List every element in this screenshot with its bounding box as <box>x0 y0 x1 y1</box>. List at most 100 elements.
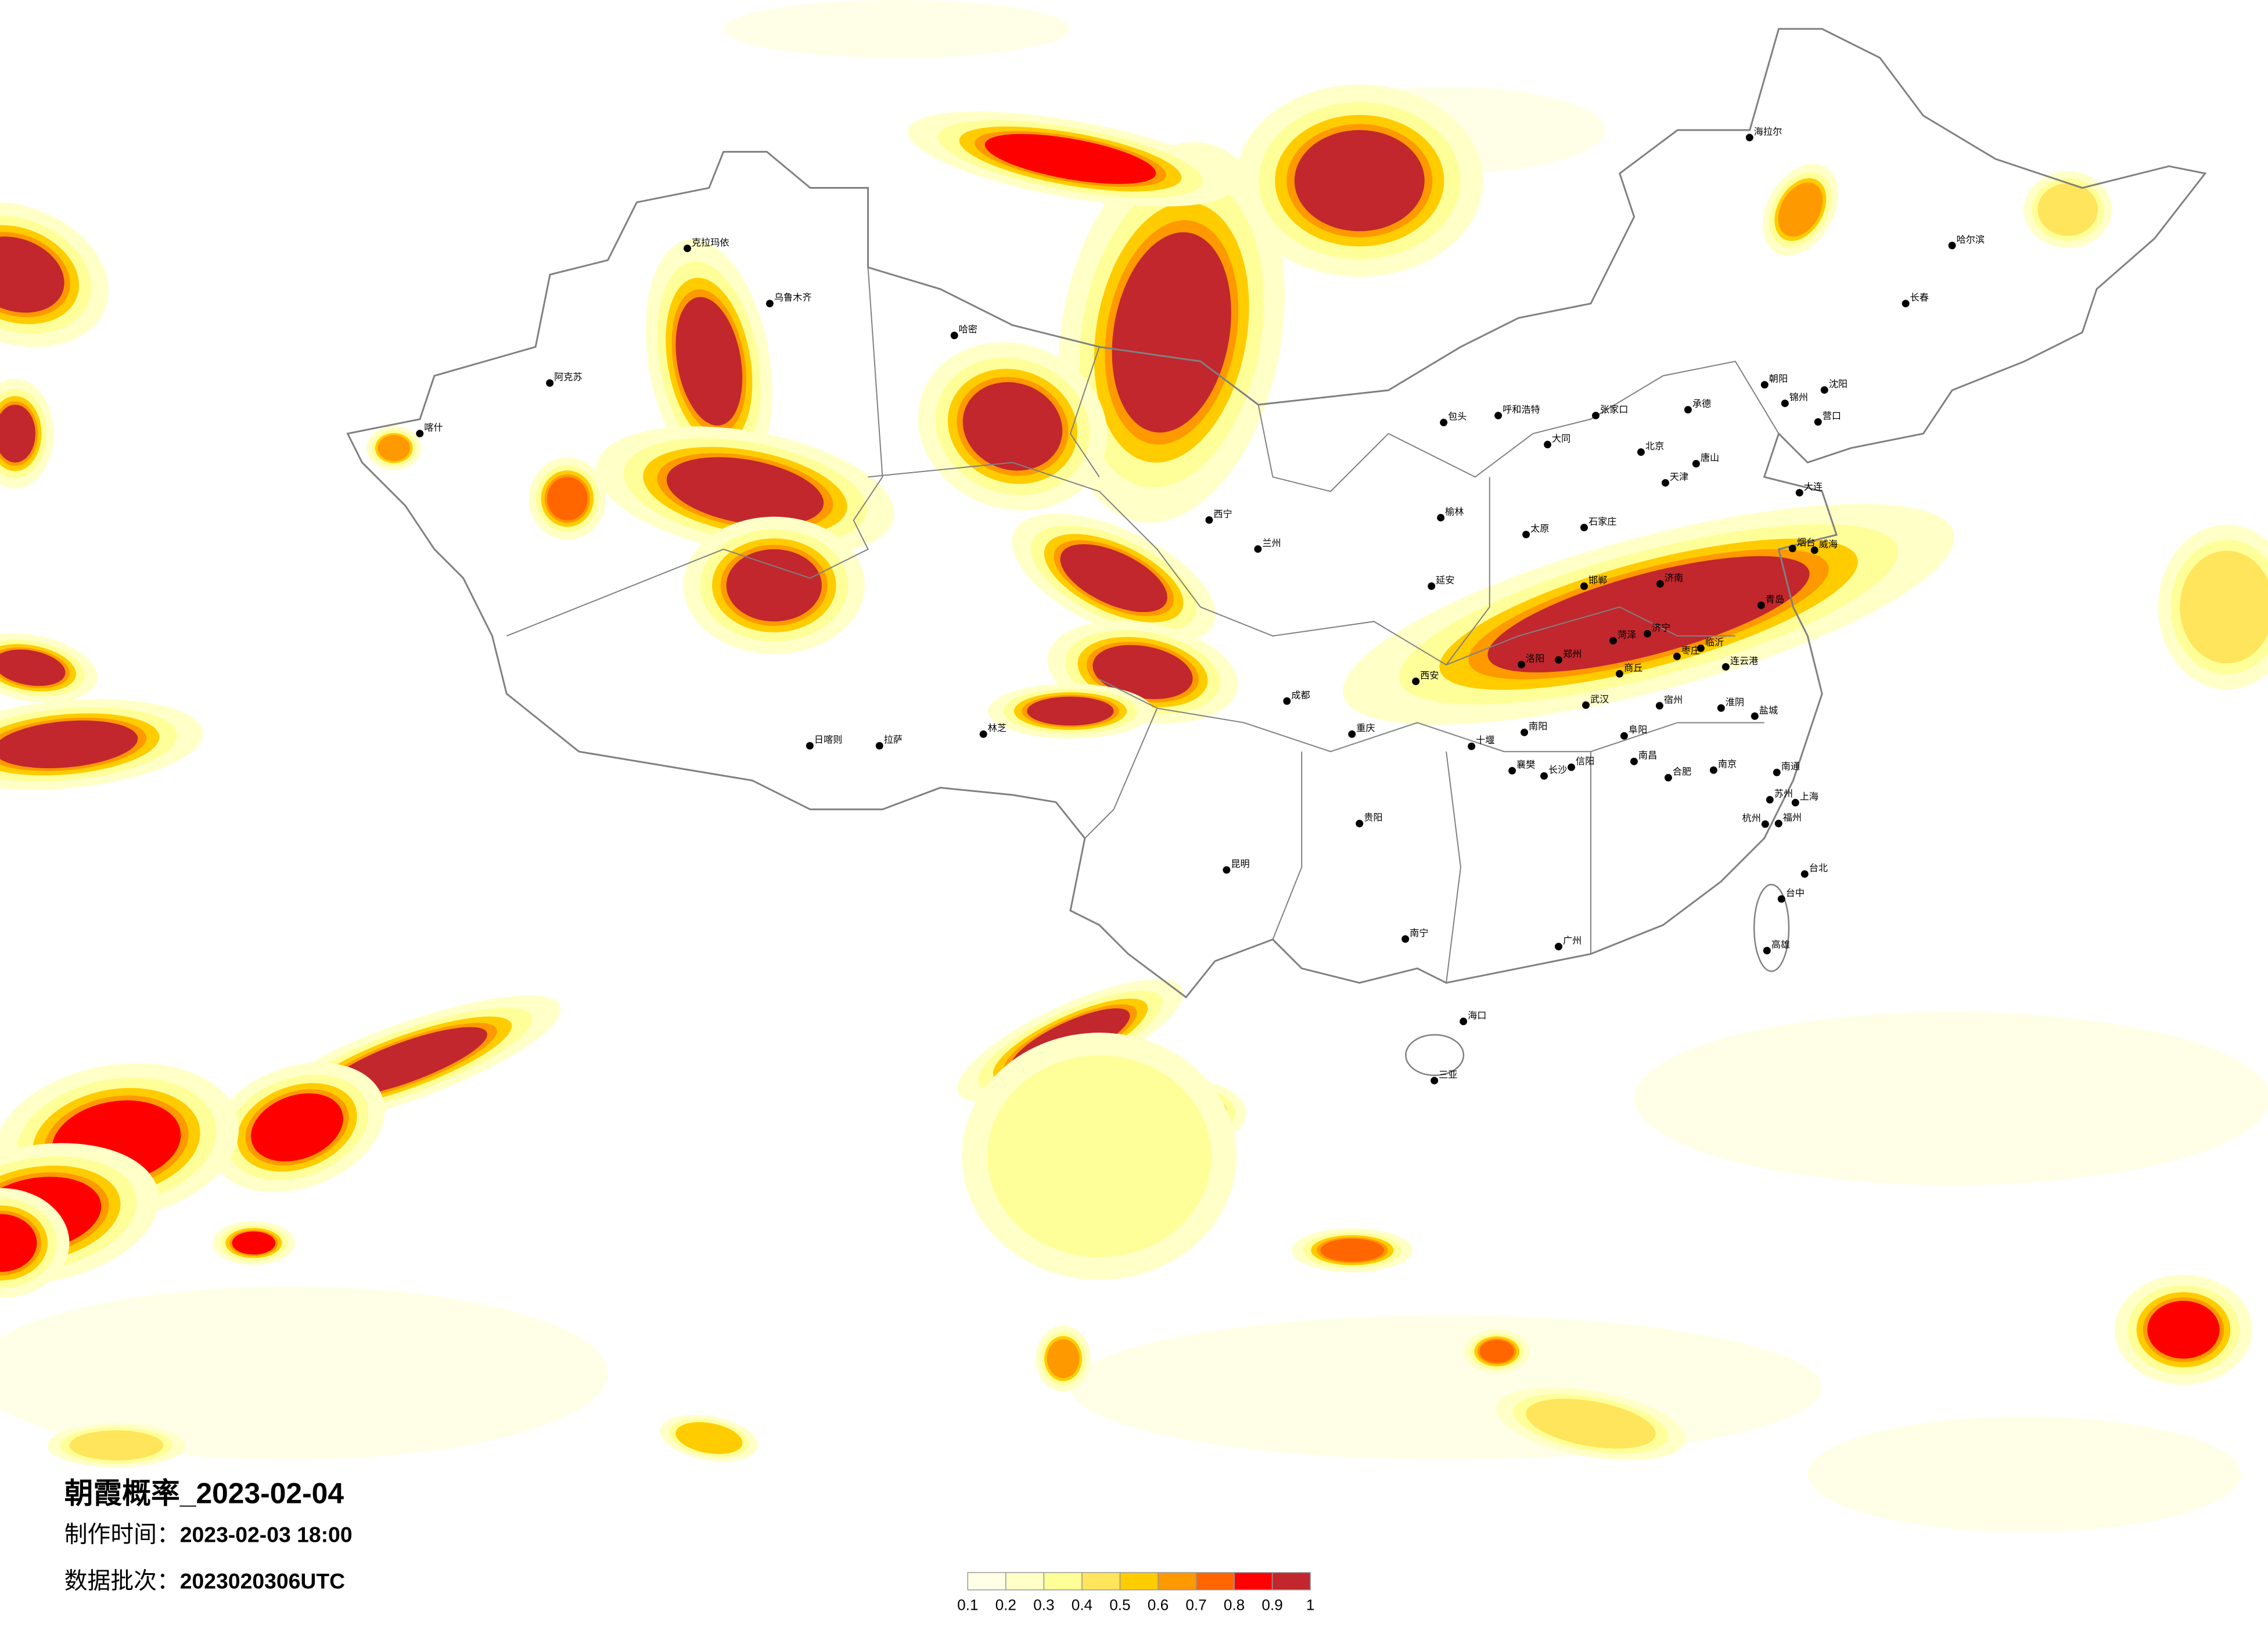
legend-swatch <box>1234 1572 1273 1591</box>
city-dot-icon <box>1788 544 1796 552</box>
city-dot-icon <box>765 300 774 308</box>
city-label: 长春 <box>1910 292 1929 303</box>
city-label: 北京 <box>1645 441 1664 452</box>
city-label: 商丘 <box>1624 662 1642 673</box>
city-marker: 三亚 <box>1430 1069 1457 1085</box>
production-time: 制作时间：2023-02-03 18:00 <box>64 1522 353 1548</box>
city-dot-icon <box>1810 546 1818 554</box>
city-dot-icon <box>1774 819 1782 828</box>
probability-cell-cluster <box>2023 171 2112 249</box>
probability-haze <box>723 0 1070 58</box>
probability-cell-cluster <box>0 1188 70 1298</box>
city-dot-icon <box>1620 732 1628 740</box>
city-dot-icon <box>684 244 691 253</box>
city-dot-icon <box>1283 697 1291 705</box>
legend-tick-label: 0.5 <box>1109 1596 1130 1614</box>
city-marker: 天津 <box>1661 472 1688 487</box>
legend-swatch <box>1119 1572 1159 1591</box>
city-dot-icon <box>1592 412 1600 420</box>
city-dot-icon <box>1630 757 1638 765</box>
city-dot-icon <box>1661 479 1669 487</box>
city-dot-icon <box>1428 582 1436 590</box>
probability-cell-cluster <box>0 699 203 790</box>
legend-swatch <box>1043 1572 1083 1591</box>
city-label: 南昌 <box>1638 750 1657 761</box>
city-dot-icon <box>1745 134 1753 142</box>
city-label: 青岛 <box>1766 593 1784 605</box>
production-time-value: 2023-02-03 18:00 <box>180 1523 353 1547</box>
city-marker: 张家口 <box>1592 404 1628 420</box>
city-marker: 西宁 <box>1205 508 1232 524</box>
city-dot-icon <box>1544 441 1552 448</box>
city-label: 哈密 <box>959 324 977 335</box>
city-marker: 日喀则 <box>806 734 842 750</box>
city-marker: 菏泽 <box>1609 629 1636 645</box>
city-marker: 包头 <box>1440 411 1467 427</box>
city-label: 宿州 <box>1664 694 1683 705</box>
city-marker: 十堰 <box>1468 735 1494 750</box>
city-marker: 济南 <box>1656 572 1683 588</box>
city-label: 承德 <box>1692 398 1711 409</box>
probability-cell-cluster <box>908 111 1233 207</box>
city-dot-icon <box>1568 763 1576 771</box>
probability-cell-cluster <box>918 342 1108 511</box>
city-marker: 青岛 <box>1757 593 1784 609</box>
city-marker: 临沂 <box>1696 636 1724 652</box>
city-label: 临沂 <box>1705 636 1724 647</box>
city-label: 台北 <box>1809 862 1828 873</box>
city-label: 南通 <box>1781 761 1800 772</box>
probability-cell-cluster <box>1012 513 1216 643</box>
legend-swatch <box>967 1572 1007 1591</box>
city-label: 淮阴 <box>1726 696 1744 707</box>
city-dot-icon <box>1673 652 1681 660</box>
city-dot-icon <box>1760 381 1769 389</box>
city-dot-icon <box>1761 820 1769 828</box>
city-dot-icon <box>1684 406 1692 414</box>
city-label: 合肥 <box>1673 766 1691 777</box>
city-marker: 威海 <box>1810 538 1838 554</box>
data-batch-value: 2023020306UTC <box>180 1569 345 1593</box>
city-dot-icon <box>806 742 814 750</box>
probability-cell-cluster <box>212 1221 295 1265</box>
city-dot-icon <box>1494 412 1503 420</box>
city-dot-icon <box>1692 460 1700 467</box>
city-marker: 沈阳 <box>1820 379 1848 394</box>
probability-haze <box>0 1286 608 1460</box>
city-marker: 南阳 <box>1521 721 1547 736</box>
city-label: 延安 <box>1436 574 1454 585</box>
probability-cell-cluster <box>1235 84 1483 277</box>
city-dot-icon <box>1468 742 1476 750</box>
city-dot-icon <box>950 332 958 340</box>
city-label: 锦州 <box>1789 392 1808 403</box>
city-label: 沈阳 <box>1829 379 1848 390</box>
city-marker: 台北 <box>1800 862 1828 878</box>
city-marker: 延安 <box>1428 574 1454 590</box>
city-marker: 贵阳 <box>1356 812 1383 828</box>
city-label: 济南 <box>1665 572 1683 583</box>
city-label: 喀什 <box>424 422 443 433</box>
city-label: 南宁 <box>1410 927 1428 938</box>
city-label: 郑州 <box>1563 648 1582 659</box>
city-marker: 济宁 <box>1643 622 1670 638</box>
city-marker: 台中 <box>1777 887 1805 903</box>
city-dot-icon <box>1820 386 1828 394</box>
city-label: 苏州 <box>1774 788 1793 799</box>
city-dot-icon <box>1555 656 1563 664</box>
city-dot-icon <box>1401 935 1410 943</box>
map-title: 朝霞概率_2023-02-04 <box>64 1477 344 1509</box>
city-label: 杭州 <box>1742 812 1761 823</box>
legend-swatch <box>1081 1572 1121 1591</box>
city-label: 连云港 <box>1730 655 1758 666</box>
city-label: 枣庄 <box>1681 645 1700 656</box>
city-dot-icon <box>1223 866 1231 874</box>
legend-tick-label: 0.6 <box>1148 1596 1169 1614</box>
city-marker: 重庆 <box>1348 722 1375 738</box>
city-dot-icon <box>1902 300 1910 308</box>
city-marker: 南昌 <box>1630 750 1657 765</box>
city-marker: 襄樊 <box>1508 759 1535 775</box>
city-dot-icon <box>1717 704 1725 712</box>
city-label: 长沙 <box>1548 764 1567 775</box>
probability-cell-cluster <box>1464 1329 1530 1373</box>
